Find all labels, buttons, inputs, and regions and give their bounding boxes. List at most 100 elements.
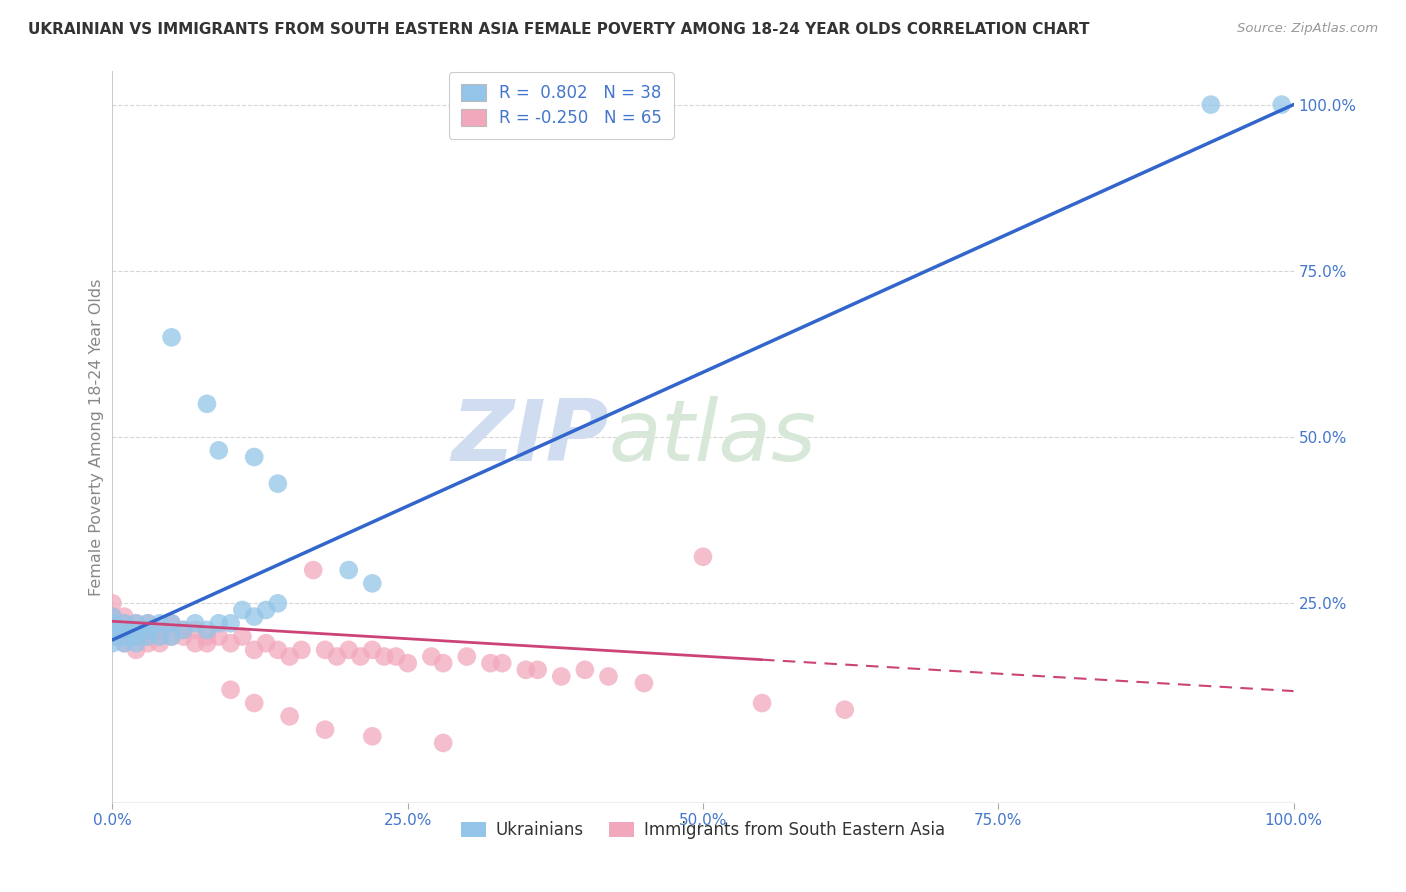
Text: atlas: atlas	[609, 395, 817, 479]
Point	[267, 643, 290, 657]
Point	[184, 636, 207, 650]
Point	[373, 649, 395, 664]
Point	[208, 630, 231, 644]
Point	[101, 616, 124, 631]
Point	[136, 630, 159, 644]
Point	[101, 616, 124, 631]
Point	[219, 682, 242, 697]
Point	[149, 616, 172, 631]
Y-axis label: Female Poverty Among 18-24 Year Olds: Female Poverty Among 18-24 Year Olds	[89, 278, 104, 596]
Point	[456, 649, 478, 664]
Point	[231, 603, 253, 617]
Point	[550, 669, 572, 683]
Point	[243, 643, 266, 657]
Point	[101, 623, 124, 637]
Point	[278, 709, 301, 723]
Point	[125, 616, 148, 631]
Point	[326, 649, 349, 664]
Point	[195, 636, 218, 650]
Point	[243, 609, 266, 624]
Point	[125, 630, 148, 644]
Point	[515, 663, 537, 677]
Point	[160, 616, 183, 631]
Point	[172, 630, 194, 644]
Point	[349, 649, 371, 664]
Point	[195, 623, 218, 637]
Point	[125, 623, 148, 637]
Point	[633, 676, 655, 690]
Point	[208, 443, 231, 458]
Point	[149, 630, 172, 644]
Point	[491, 656, 513, 670]
Text: UKRAINIAN VS IMMIGRANTS FROM SOUTH EASTERN ASIA FEMALE POVERTY AMONG 18-24 YEAR : UKRAINIAN VS IMMIGRANTS FROM SOUTH EASTE…	[28, 22, 1090, 37]
Point	[101, 636, 124, 650]
Point	[574, 663, 596, 677]
Point	[136, 616, 159, 631]
Point	[1271, 97, 1294, 112]
Point	[432, 656, 454, 670]
Point	[479, 656, 502, 670]
Point	[219, 616, 242, 631]
Point	[101, 630, 124, 644]
Point	[1199, 97, 1222, 112]
Point	[125, 636, 148, 650]
Point	[112, 609, 135, 624]
Point	[195, 397, 218, 411]
Point	[172, 623, 194, 637]
Point	[834, 703, 856, 717]
Point	[112, 616, 135, 631]
Text: ZIP: ZIP	[451, 395, 609, 479]
Point	[125, 643, 148, 657]
Point	[160, 630, 183, 644]
Point	[112, 623, 135, 637]
Point	[101, 630, 124, 644]
Point	[243, 450, 266, 464]
Point	[149, 636, 172, 650]
Point	[314, 723, 336, 737]
Point	[337, 643, 360, 657]
Point	[432, 736, 454, 750]
Point	[136, 630, 159, 644]
Point	[396, 656, 419, 670]
Point	[149, 630, 172, 644]
Point	[112, 636, 135, 650]
Point	[112, 630, 135, 644]
Legend: Ukrainians, Immigrants from South Eastern Asia: Ukrainians, Immigrants from South Easter…	[454, 814, 952, 846]
Point	[136, 616, 159, 631]
Point	[278, 649, 301, 664]
Point	[361, 576, 384, 591]
Point	[112, 636, 135, 650]
Point	[290, 643, 312, 657]
Point	[112, 630, 135, 644]
Point	[172, 623, 194, 637]
Point	[136, 623, 159, 637]
Point	[125, 616, 148, 631]
Point	[149, 623, 172, 637]
Point	[267, 476, 290, 491]
Point	[361, 643, 384, 657]
Point	[112, 616, 135, 631]
Point	[254, 603, 277, 617]
Point	[267, 596, 290, 610]
Point	[101, 609, 124, 624]
Point	[254, 636, 277, 650]
Point	[208, 616, 231, 631]
Point	[136, 636, 159, 650]
Point	[598, 669, 620, 683]
Point	[184, 623, 207, 637]
Point	[101, 609, 124, 624]
Point	[219, 636, 242, 650]
Point	[160, 616, 183, 631]
Point	[125, 630, 148, 644]
Point	[302, 563, 325, 577]
Point	[420, 649, 443, 664]
Point	[361, 729, 384, 743]
Point	[692, 549, 714, 564]
Point	[526, 663, 548, 677]
Point	[337, 563, 360, 577]
Point	[112, 623, 135, 637]
Point	[160, 330, 183, 344]
Point	[314, 643, 336, 657]
Point	[125, 623, 148, 637]
Point	[231, 630, 253, 644]
